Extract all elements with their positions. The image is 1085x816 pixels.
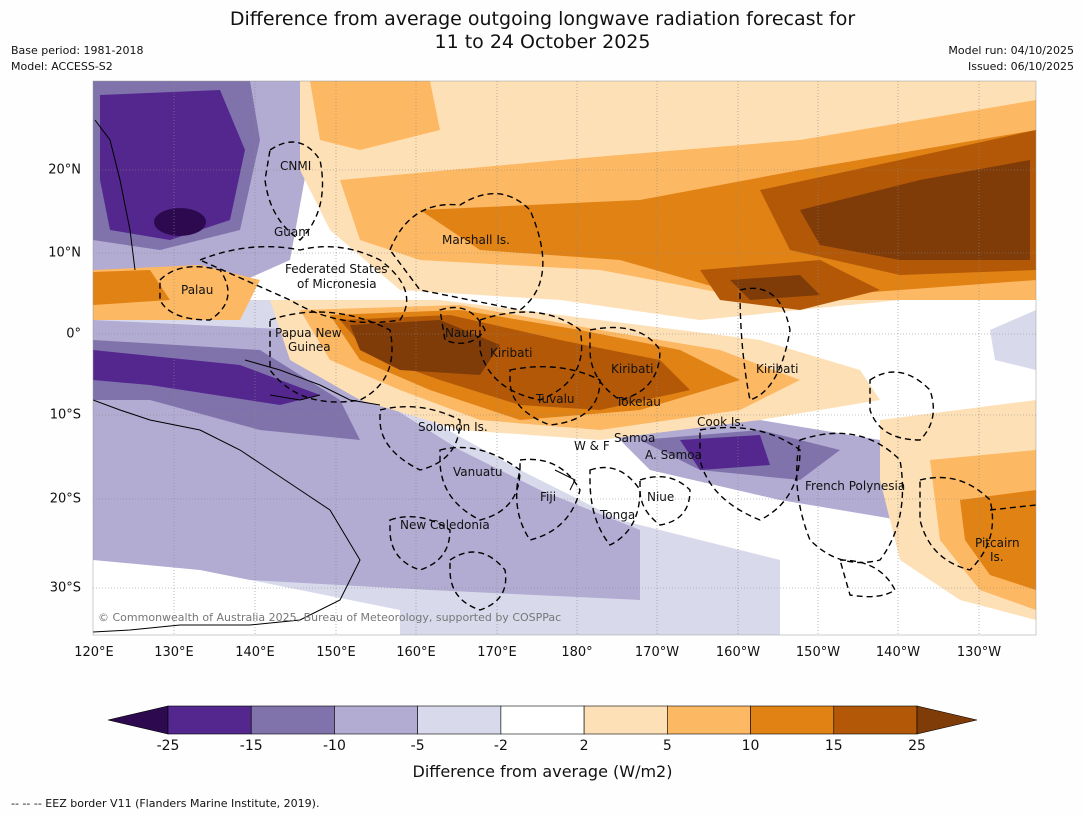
- place-labels: CNMI Guam Marshall Is. Federated States …: [181, 159, 1020, 564]
- colorbar-segment: [667, 705, 751, 735]
- meta-right: Model run: 04/10/2025 Issued: 06/10/2025: [948, 43, 1074, 75]
- label-marshall: Marshall Is.: [442, 233, 510, 247]
- eez-borders: [159, 141, 1036, 611]
- colorbar-tick: 2: [579, 738, 589, 754]
- map-area: CNMI Guam Marshall Is. Federated States …: [93, 81, 1036, 635]
- negative-anomaly-fields: [93, 81, 1036, 635]
- colorbar-segment: [750, 705, 835, 735]
- lon-label: 170°W: [634, 645, 680, 660]
- lat-label: 20°S: [49, 491, 81, 507]
- label-cnmi: CNMI: [280, 159, 311, 173]
- lat-label: 30°S: [49, 580, 81, 596]
- label-french-polynesia: French Polynesia: [805, 479, 905, 493]
- model-name: Model: ACCESS-S2: [11, 60, 113, 73]
- colorbar-segment: [250, 705, 335, 735]
- label-pitcairn-1: Pitcairn: [975, 536, 1020, 550]
- label-tuvalu: Tuvalu: [535, 392, 575, 406]
- label-samoa: Samoa: [614, 431, 655, 445]
- title-line-2: 11 to 24 October 2025: [434, 31, 651, 53]
- base-period: Base period: 1981-2018: [11, 44, 144, 57]
- lon-label: 160°E: [396, 645, 436, 660]
- label-fsm-1: Federated States: [285, 262, 387, 276]
- colorbar-tick: 5: [662, 738, 672, 754]
- lon-label: 150°E: [316, 645, 356, 660]
- lon-label: 120°E: [74, 645, 114, 660]
- colorbar-segment: [417, 705, 502, 735]
- label-fiji: Fiji: [540, 490, 556, 504]
- label-asamoa: A. Samoa: [645, 448, 702, 462]
- label-vanuatu: Vanuatu: [453, 465, 503, 479]
- label-solomon: Solomon Is.: [418, 420, 488, 434]
- colorbar-tick: -25: [156, 738, 180, 754]
- label-tokelau: Tokelau: [615, 395, 661, 409]
- colorbar-segment: [500, 705, 585, 735]
- colorbar-label: Difference from average (W/m2): [412, 762, 673, 781]
- colorbar-tick: 15: [824, 738, 843, 754]
- copyright-notice: © Commonwealth of Australia 2025, Bureau…: [98, 611, 561, 624]
- colorbar-tick: -2: [493, 738, 508, 754]
- map-frame: [92, 80, 1037, 636]
- colorbar-extend-min: [107, 705, 169, 735]
- label-palau: Palau: [181, 283, 213, 297]
- label-niue: Niue: [647, 490, 674, 504]
- label-wf: W & F: [574, 439, 610, 453]
- label-new-caledonia: New Caledonia: [400, 518, 490, 532]
- label-kiribati-w: Kiribati: [490, 346, 532, 360]
- colorbar-segment: [583, 705, 668, 735]
- colorbar-tick: -5: [410, 738, 425, 754]
- title-line-1: Difference from average outgoing longwav…: [229, 8, 856, 30]
- label-nauru: Nauru: [445, 326, 481, 340]
- lon-label: 130°W: [956, 645, 1002, 660]
- label-kiribati-e: Kiribati: [756, 362, 798, 376]
- colorbar-segment: [334, 705, 418, 735]
- lat-label: 10°N: [48, 245, 81, 261]
- colorbar-tick: -10: [323, 738, 346, 754]
- issued-date: Issued: 06/10/2025: [967, 60, 1074, 73]
- lon-label: 130°E: [154, 645, 194, 660]
- colorbar-segment: [833, 705, 918, 735]
- lat-label: 20°N: [48, 162, 81, 178]
- lat-label: 0°: [66, 326, 81, 342]
- colorbar-extend-max: [916, 705, 978, 735]
- positive-anomaly-fields: [93, 81, 1036, 635]
- meta-left: Base period: 1981-2018 Model: ACCESS-S2: [11, 43, 143, 75]
- lon-label: 170°E: [477, 645, 517, 660]
- colorbar-tick: 25: [908, 738, 926, 754]
- graticule: [93, 81, 1036, 635]
- model-run: Model run: 04/10/2025: [948, 44, 1074, 57]
- label-fsm-2: of Micronesia: [297, 277, 377, 291]
- lon-label: 140°E: [235, 645, 275, 660]
- coastlines: [93, 119, 576, 633]
- colorbar-tick: 10: [741, 738, 760, 754]
- colorbar-segment: [167, 705, 252, 735]
- label-png-1: Papua New: [275, 326, 342, 340]
- label-png-2: Guinea: [288, 340, 331, 354]
- lon-label: 140°W: [875, 645, 921, 660]
- lon-label: 180°: [561, 645, 593, 660]
- lon-label: 150°W: [795, 645, 841, 660]
- label-pitcairn-2: Is.: [990, 550, 1004, 564]
- lat-label: 10°S: [49, 407, 81, 423]
- label-tonga: Tonga: [599, 508, 635, 522]
- colorbar: [107, 705, 978, 735]
- label-kiribati-c: Kiribati: [611, 362, 653, 376]
- label-cook: Cook Is.: [697, 415, 744, 429]
- lon-label: 160°W: [715, 645, 761, 660]
- chart-title: Difference from average outgoing longwav…: [0, 8, 1085, 54]
- label-guam: Guam: [274, 225, 310, 239]
- eez-footnote: -- -- -- EEZ border V11 (Flanders Marine…: [11, 797, 320, 810]
- colorbar-tick: -15: [239, 738, 263, 754]
